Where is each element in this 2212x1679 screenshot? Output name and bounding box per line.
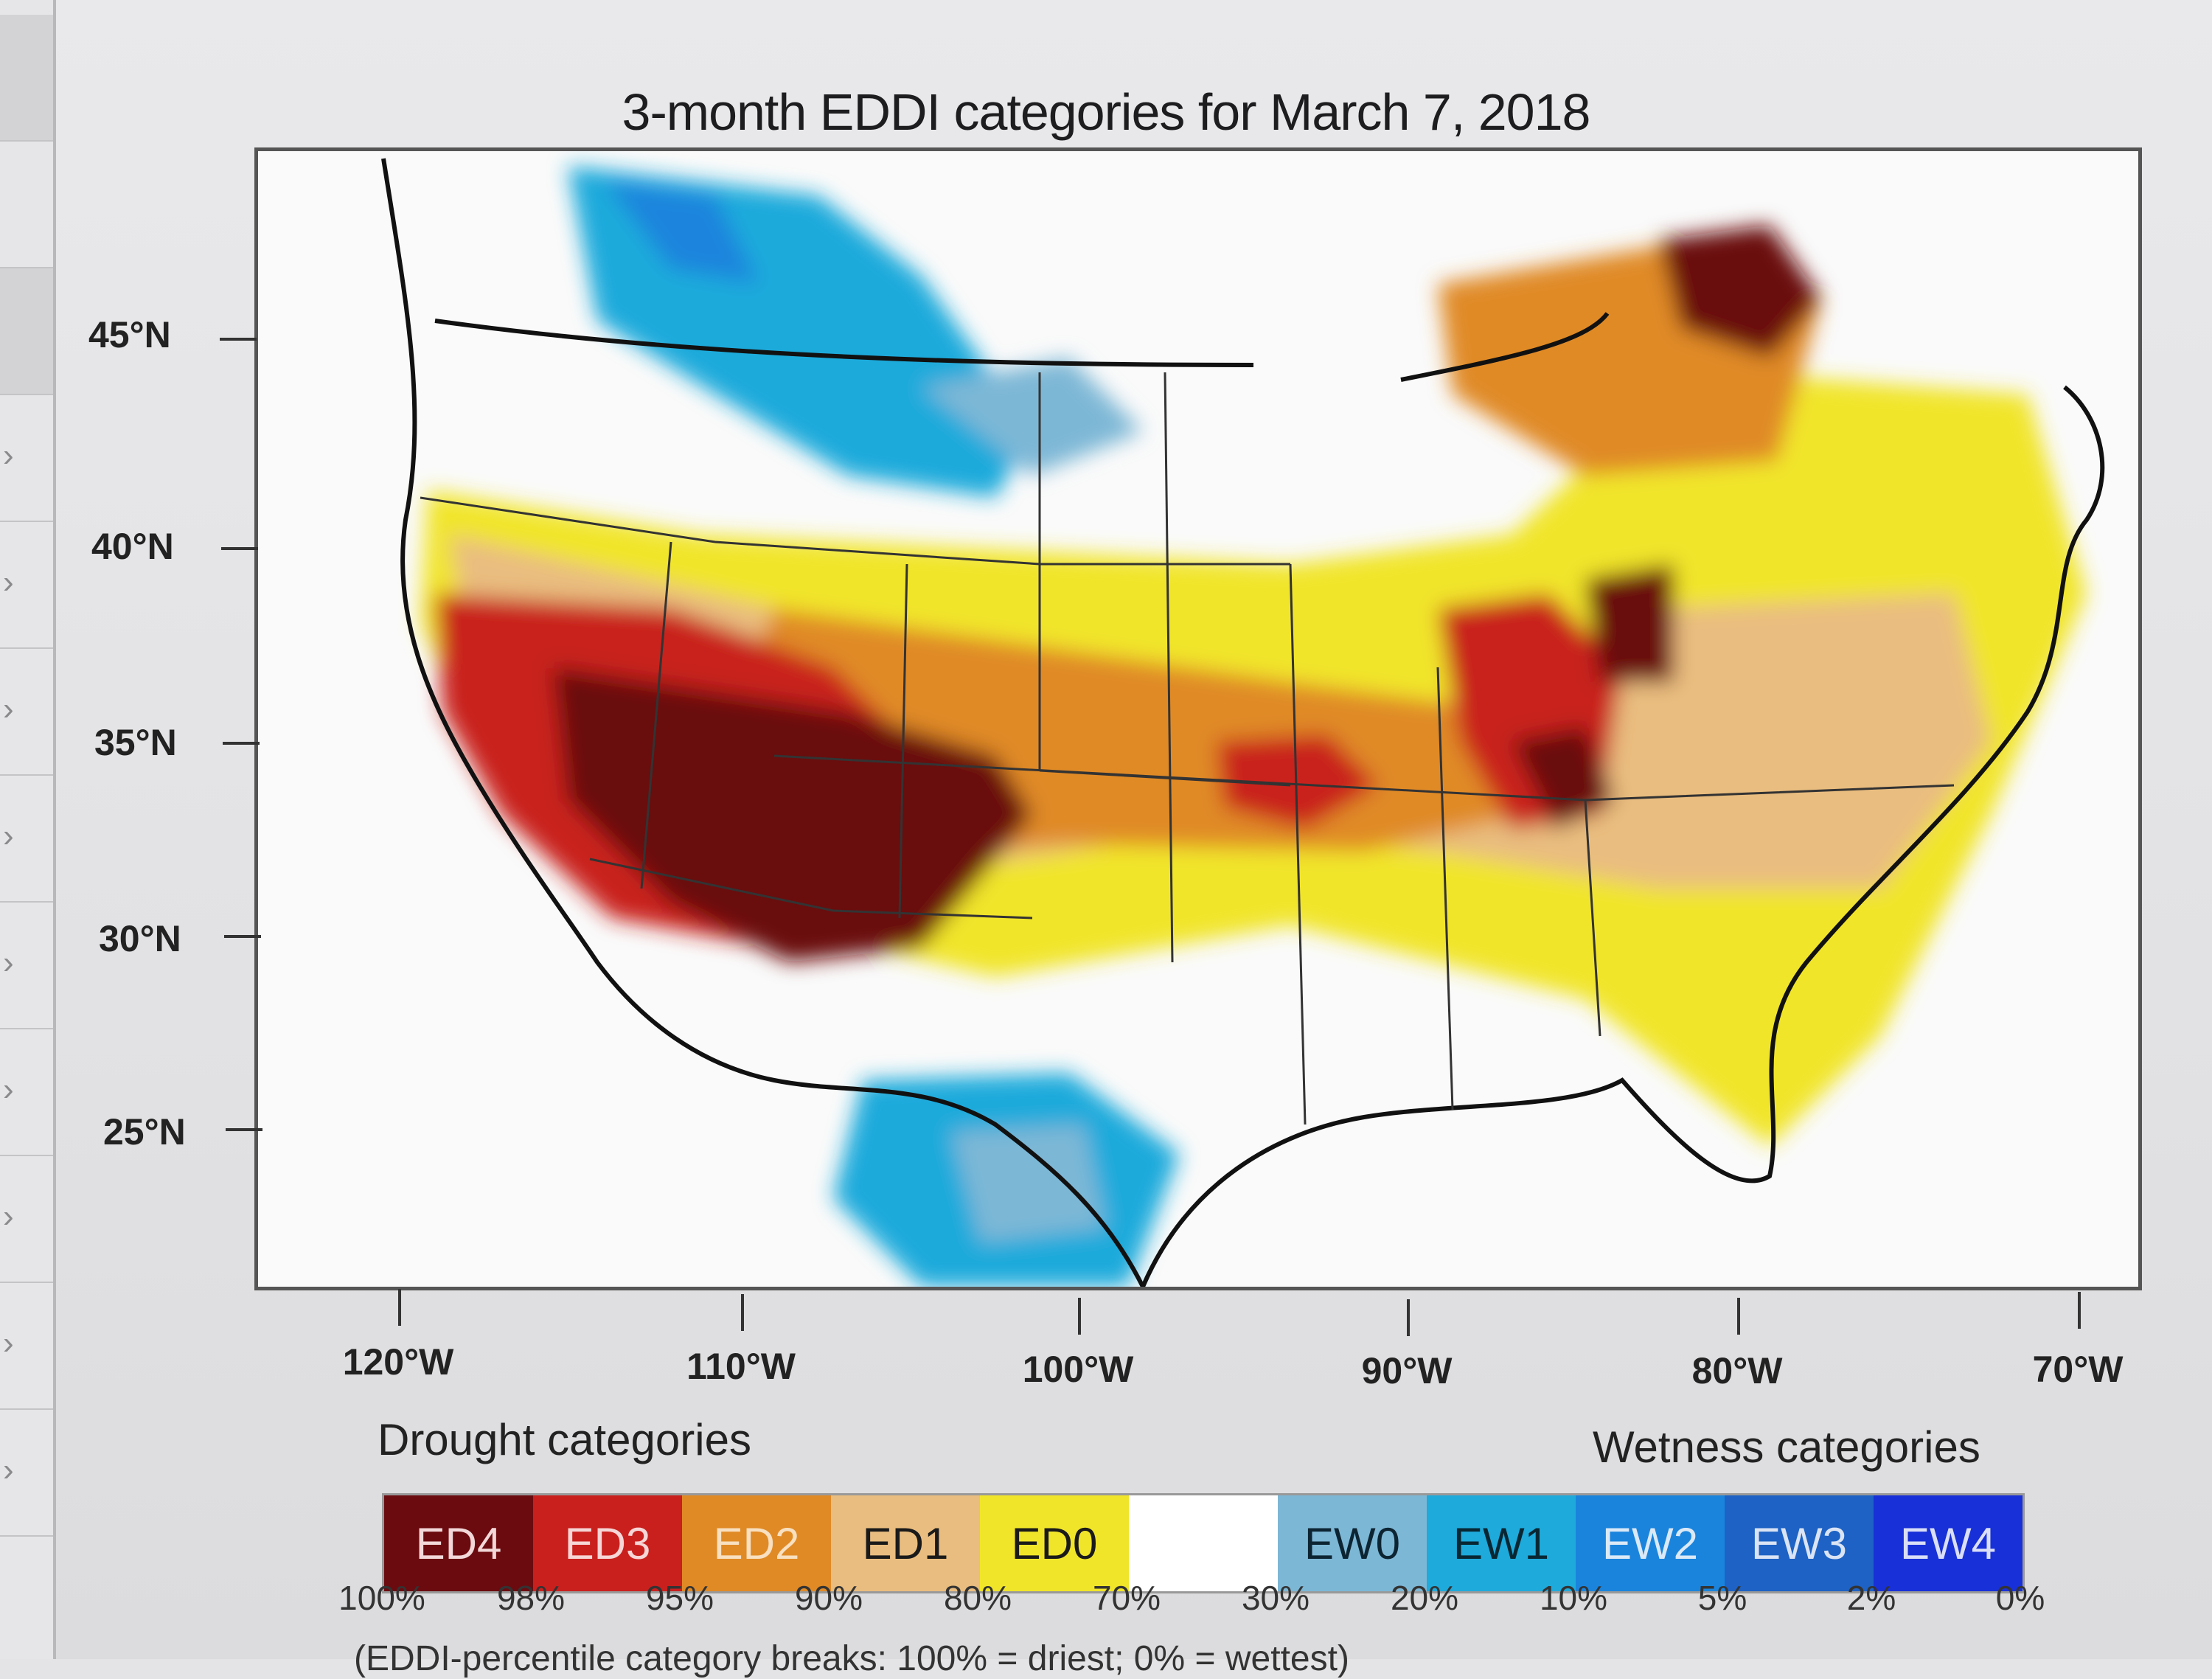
y-tick (221, 547, 258, 550)
y-tick-label-35n: 35°N (94, 722, 177, 763)
sidebar-row[interactable] (0, 142, 53, 268)
x-tick-label-110w: 110°W (686, 1346, 796, 1387)
percentile-break-label: 80% (943, 1579, 1012, 1617)
chevron-right-icon: › (3, 437, 14, 473)
percentile-break-label: 95% (645, 1579, 714, 1617)
x-tick-label-70w: 70°W (2032, 1349, 2124, 1390)
chevron-right-icon: › (3, 1325, 14, 1361)
x-tick (398, 1289, 401, 1326)
x-tick (1407, 1299, 1410, 1336)
chevron-right-icon: › (3, 1198, 14, 1234)
percentile-break-label: 90% (794, 1579, 863, 1617)
percentile-break-label: 98% (496, 1579, 566, 1617)
chevron-right-icon: › (3, 945, 14, 981)
legend-swatch-ed4: ED4 (384, 1495, 533, 1591)
eddi-map (381, 158, 2105, 1287)
drought-legend-title: Drought categories (378, 1415, 751, 1464)
sidebar-row[interactable]: › (0, 1283, 53, 1410)
state-boundaries (420, 372, 1955, 1125)
x-tick (741, 1294, 744, 1331)
legend-swatch-ew1: EW1 (1427, 1495, 1576, 1591)
y-tick (223, 742, 260, 745)
map-plot-area (254, 147, 2142, 1290)
coastline-boundaries (381, 158, 2105, 1287)
percentile-break-label: 0% (1995, 1579, 2045, 1617)
chevron-right-icon: › (3, 564, 14, 600)
legend-swatch-ed3: ED3 (533, 1495, 682, 1591)
chevron-right-icon: › (3, 818, 14, 854)
legend-swatch-ed1: ED1 (831, 1495, 980, 1591)
chevron-right-icon: › (3, 691, 14, 727)
sidebar-row[interactable]: › (0, 522, 53, 649)
x-tick-label-90w: 90°W (1361, 1350, 1453, 1391)
x-tick (2078, 1292, 2081, 1329)
sidebar-row[interactable]: › (0, 1156, 53, 1283)
y-tick (224, 935, 261, 938)
sidebar-row[interactable] (0, 268, 53, 395)
y-tick-label-25n: 25°N (103, 1111, 186, 1153)
percentile-break-label: 2% (1846, 1579, 1896, 1617)
percentile-break-label: 70% (1092, 1579, 1161, 1617)
sidebar-row[interactable]: › (0, 1410, 53, 1537)
x-tick (1078, 1298, 1081, 1335)
y-tick-label-30n: 30°N (99, 918, 181, 959)
x-tick-label-80w: 80°W (1691, 1350, 1783, 1391)
wetness-legend-title: Wetness categories (1593, 1422, 1980, 1472)
chevron-right-icon: › (3, 1071, 14, 1108)
x-tick-label-100w: 100°W (1022, 1349, 1134, 1390)
sidebar-row[interactable]: › (0, 649, 53, 776)
legend-swatch-ew3: EW3 (1725, 1495, 1874, 1591)
x-tick-label-120w: 120°W (342, 1341, 454, 1383)
sidebar-row[interactable]: › (0, 1029, 53, 1156)
y-tick (226, 1128, 262, 1131)
legend-swatch-ew0: EW0 (1278, 1495, 1427, 1591)
chevron-right-icon: › (3, 1452, 14, 1488)
legend-swatch-neutral (1129, 1495, 1278, 1591)
percentile-break-label: 5% (1697, 1579, 1747, 1617)
percentile-break-label: 30% (1241, 1579, 1310, 1617)
chart-title: 3-month EDDI categories for March 7, 201… (622, 83, 1591, 141)
category-legend: ED4 ED3 ED2 ED1 ED0 EW0 EW1 EW2 EW3 EW4 (382, 1493, 2025, 1593)
legend-swatch-ed0: ED0 (980, 1495, 1129, 1591)
legend-swatch-ew4: EW4 (1874, 1495, 2023, 1591)
sidebar-row[interactable]: › (0, 776, 53, 903)
percentile-break-label: 100% (338, 1579, 425, 1617)
sidebar-row[interactable]: › (0, 395, 53, 522)
percentile-break-label: 20% (1390, 1579, 1459, 1617)
y-tick-label-40n: 40°N (91, 526, 174, 567)
sidebar: › › › › › › › › › (0, 0, 56, 1659)
sidebar-row[interactable]: › (0, 903, 53, 1029)
x-tick (1737, 1298, 1740, 1335)
legend-swatch-ew2: EW2 (1576, 1495, 1725, 1591)
y-tick (220, 338, 257, 341)
percentile-break-label: 10% (1539, 1579, 1608, 1617)
legend-swatch-ed2: ED2 (682, 1495, 831, 1591)
sidebar-row[interactable] (0, 15, 53, 142)
category-fill (420, 166, 2087, 1287)
y-tick-label-45n: 45°N (88, 314, 171, 355)
